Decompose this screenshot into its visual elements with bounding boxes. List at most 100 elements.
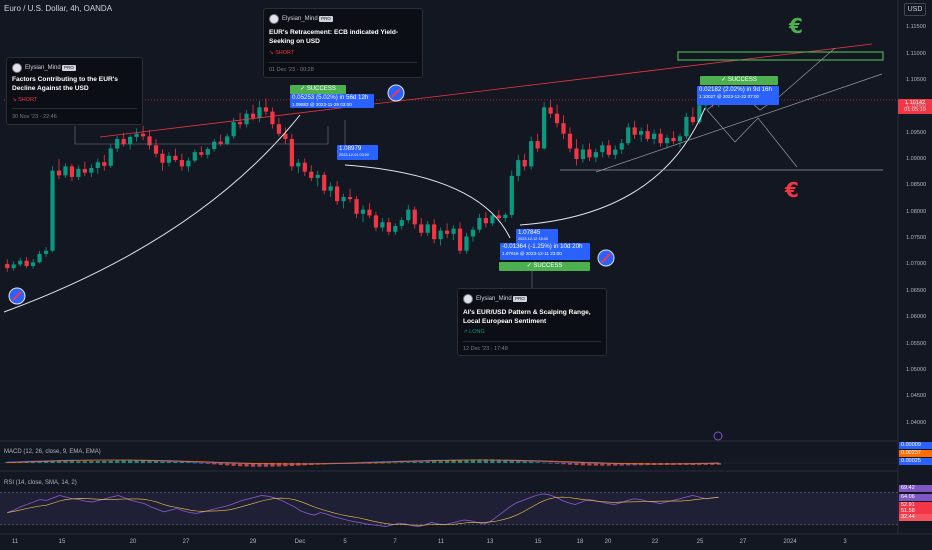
candle-body — [179, 160, 184, 167]
idea-card-1[interactable]: Elysian_Mind PRO Factors Contributing to… — [6, 57, 143, 125]
candle-body — [270, 111, 275, 125]
rsi-value-3: 52.91 — [899, 502, 932, 509]
time-tick-label: 25 — [696, 539, 704, 545]
candle-body — [205, 149, 210, 155]
idea-card-2[interactable]: Elysian_Mind PRO EUR's Retracement: ECB … — [263, 8, 423, 78]
time-tick-label: 11 — [437, 539, 445, 545]
candle-body — [432, 224, 437, 240]
price-tick-label: 1.06000 — [906, 314, 927, 321]
macd-label[interactable]: MACD (12, 26, close, 9, EMA, EMA) — [4, 449, 101, 455]
rsi-value-1: 69.42 — [899, 485, 932, 492]
macd-hist-bar — [399, 462, 404, 464]
candle-body — [347, 196, 353, 200]
candle-body — [516, 160, 521, 176]
idea-title[interactable]: Factors Contributing to the EUR's Declin… — [12, 76, 118, 92]
candle-body — [153, 145, 159, 154]
candle-body — [490, 215, 495, 224]
rocket-icon — [12, 291, 22, 301]
macd-hist-bar — [490, 459, 495, 463]
macd-hist-bar — [503, 459, 508, 463]
candle-body — [309, 171, 314, 178]
candle-body — [684, 116, 689, 137]
candle-body — [664, 137, 670, 144]
current-price-tag: 1.10142 — [898, 99, 932, 107]
candle-body — [11, 264, 16, 269]
idea-date: 12 Dec '23 - 17:48 — [463, 346, 508, 352]
macd-hist-bar — [587, 463, 592, 466]
time-tick-label: 7 — [393, 539, 397, 545]
candle-body — [43, 250, 49, 254]
macd-hist-bar — [444, 460, 450, 463]
result-line: 1.10027 @ 2023-12-22 07:00 — [699, 94, 760, 99]
result-box-1: 0.05253 (5.02%) in 56d 12h 1.09883 @ 202… — [290, 94, 374, 108]
author-avatar — [269, 14, 279, 24]
result-box-3a: 1.07845 2023-12-12 15:00 — [516, 229, 558, 243]
price-tick-label: 1.10500 — [906, 77, 927, 83]
candle-body — [522, 160, 527, 167]
macd-hist-bar — [710, 463, 715, 465]
rsi-value-4: 51.58 — [899, 508, 932, 515]
candle-body — [328, 186, 333, 191]
price-tick-label: 1.09000 — [906, 156, 927, 163]
candle-body — [535, 141, 540, 149]
idea-author: Elysian_Mind — [282, 16, 318, 22]
price-tick-label: 1.09500 — [906, 129, 927, 136]
macd-hist-bar — [516, 460, 521, 463]
macd-hist-bar — [412, 462, 417, 463]
candle-body — [237, 122, 243, 125]
candle-body — [645, 131, 650, 139]
macd-hist-bar — [212, 463, 217, 465]
candle-body — [199, 152, 204, 155]
rsi-label[interactable]: RSI (14, close, SMA, 14, 2) — [4, 480, 77, 486]
result-line: 2023-12-01 03:00 — [339, 153, 369, 157]
grey-trendline — [595, 73, 883, 173]
macd-hist-bar — [192, 462, 197, 464]
result-line: 1.07845 — [518, 229, 541, 236]
macd-hist-bar — [276, 463, 282, 467]
candle-body — [231, 122, 236, 137]
candle-body — [134, 133, 139, 137]
candle-body — [31, 262, 36, 267]
candle-body — [444, 230, 450, 234]
author-avatar — [12, 63, 22, 73]
macd-hist-bar — [470, 459, 476, 463]
idea-title[interactable]: EUR's Retracement: ECB indicated Yield-S… — [269, 29, 399, 45]
candle-body — [50, 170, 55, 251]
candle-body — [438, 230, 443, 240]
idea-card-3[interactable]: Elysian_Mind PRO AI's EUR/USD Pattern & … — [457, 288, 607, 356]
candle-body — [632, 127, 637, 135]
idea-title[interactable]: AI's EUR/USD Pattern & Scalping Range, L… — [463, 309, 591, 325]
macd-hist-bar — [56, 461, 62, 463]
candle-body — [108, 148, 113, 166]
candle-body — [63, 166, 68, 176]
price-tick-label: 1.10000 — [906, 103, 927, 110]
symbol-title: Euro / U.S. Dollar, 4h, OANDA — [4, 4, 113, 13]
macd-hist-bar — [263, 463, 269, 467]
candle-body — [457, 228, 463, 251]
candle-body — [470, 229, 476, 237]
candle-body — [296, 162, 301, 167]
price-tick-label: 1.05000 — [906, 366, 927, 373]
currency-button[interactable]: USD — [904, 3, 926, 16]
macd-hist-bar — [554, 463, 560, 464]
candle-body — [37, 253, 42, 263]
macd-hist-bar — [496, 459, 501, 463]
macd-hist-bar — [535, 462, 540, 463]
candle-body — [360, 209, 366, 214]
candle-body — [464, 236, 469, 251]
rsi-band — [0, 492, 898, 525]
author-avatar — [463, 294, 473, 304]
candle-body — [302, 162, 307, 172]
macd-hist-bar — [147, 460, 152, 463]
candle-body — [354, 199, 359, 214]
macd-hist-bar — [716, 463, 721, 465]
candle-body — [697, 105, 702, 123]
result-line: -0.01364 (-1.25%) in 10d 20h — [502, 243, 583, 250]
time-tick-label: 5 — [343, 539, 347, 545]
result-box-2: 1.08979 2023-12-01 03:00 — [337, 145, 378, 160]
candle-body — [419, 224, 424, 233]
candle-body — [561, 123, 566, 134]
price-tick-label: 1.08000 — [906, 208, 927, 215]
